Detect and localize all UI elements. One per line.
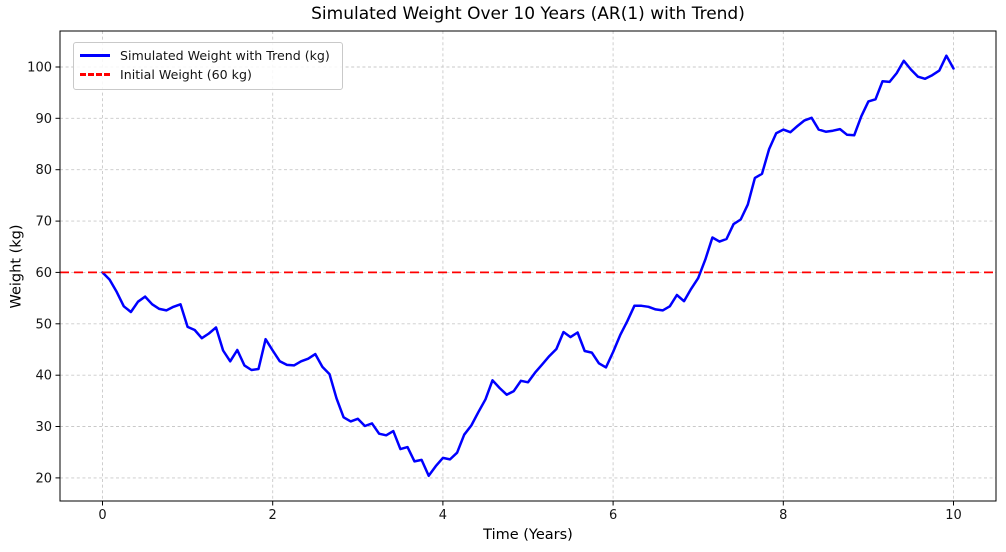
x-tick-label: 6 [609, 508, 617, 523]
y-tick-label: 80 [35, 163, 52, 178]
x-axis-label: Time (Years) [483, 527, 573, 543]
y-tick-label: 40 [35, 369, 52, 384]
x-tick-label: 2 [269, 508, 277, 523]
legend-item-simulated-weight: Simulated Weight with Trend (kg) [80, 49, 330, 63]
chart-title: Simulated Weight Over 10 Years (AR(1) wi… [311, 4, 745, 24]
y-tick-label: 50 [35, 317, 52, 332]
plot-border [59, 30, 997, 502]
legend-dashed-line-swatch [80, 73, 110, 77]
x-tick-label: 10 [945, 508, 962, 523]
y-tick-label: 20 [35, 471, 52, 486]
legend: Simulated Weight with Trend (kg) Initial… [73, 42, 343, 90]
y-tick-label: 70 [35, 215, 52, 230]
y-tick-label: 100 [27, 61, 52, 76]
x-tick-label: 8 [779, 508, 787, 523]
y-tick-label: 30 [35, 420, 52, 435]
y-tick-label: 90 [35, 112, 52, 127]
y-axis-label: Weight (kg) [8, 224, 25, 309]
simulated-weight-line [101, 54, 955, 478]
x-tick-label: 4 [439, 508, 447, 523]
x-tick-label: 0 [98, 508, 106, 523]
legend-label-initial-weight: Initial Weight (60 kg) [120, 66, 252, 82]
legend-item-initial-weight: Initial Weight (60 kg) [80, 66, 330, 82]
legend-solid-line-swatch [80, 54, 110, 58]
legend-label-simulated-weight: Simulated Weight with Trend (kg) [120, 48, 330, 63]
y-tick-label: 60 [35, 266, 52, 281]
